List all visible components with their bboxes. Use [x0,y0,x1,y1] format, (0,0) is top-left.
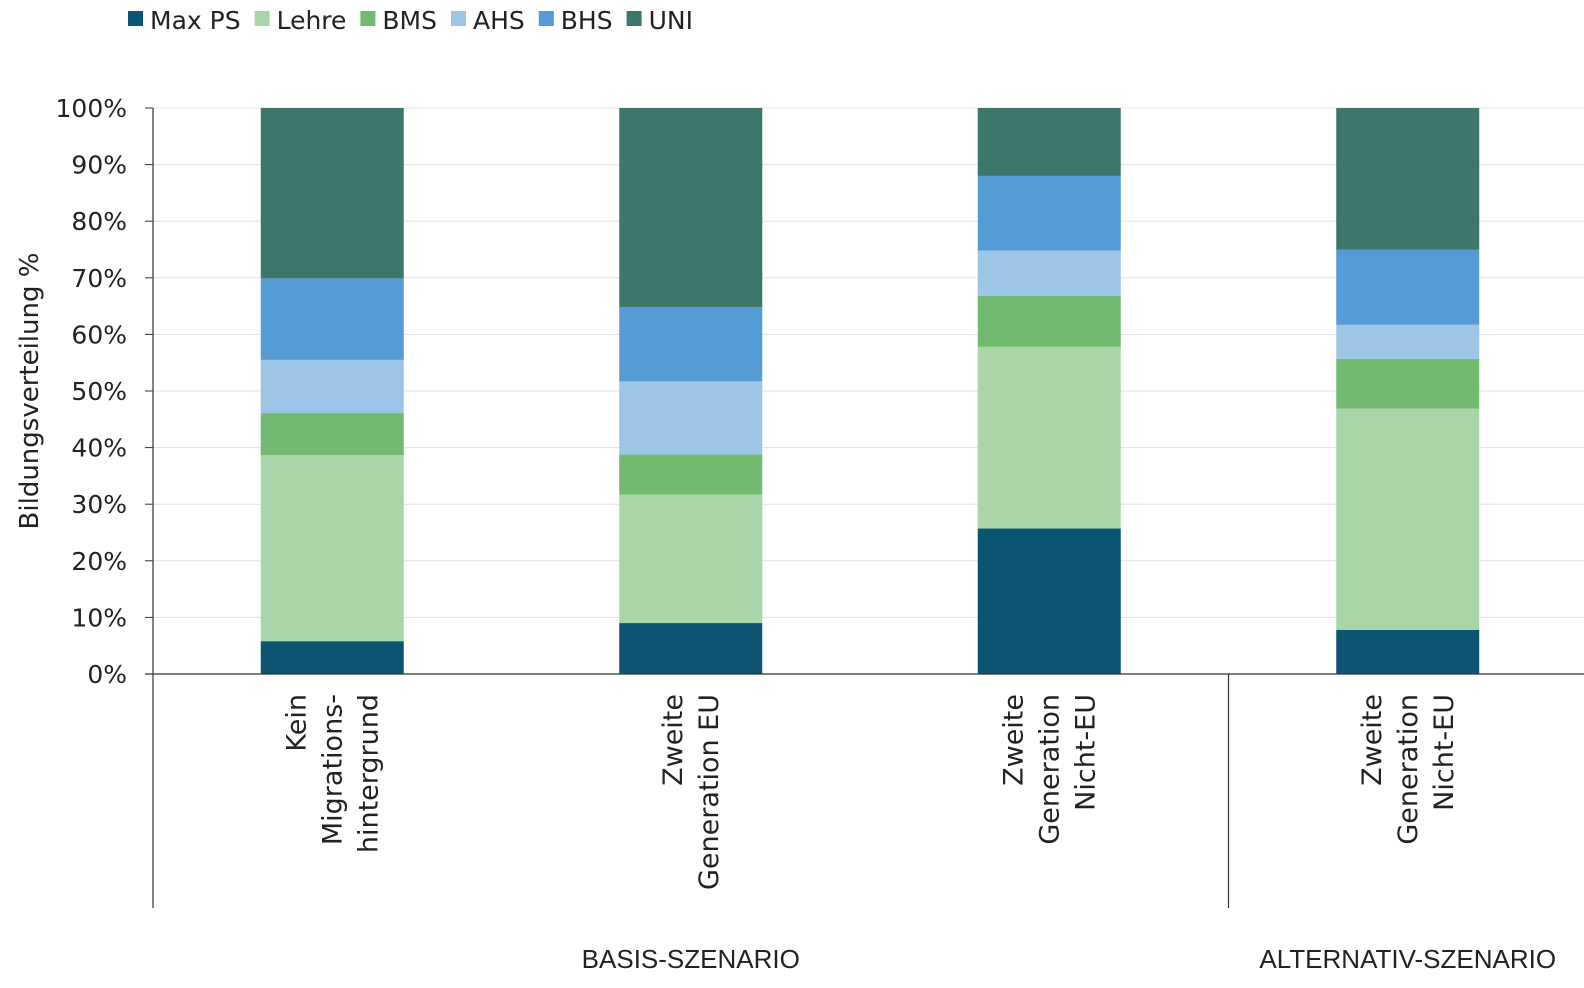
legend-label: BMS [382,6,437,35]
y-tick-label: 10% [71,603,127,632]
x-category-label: Migrations- [317,694,348,845]
bar-segment-ahs [1336,324,1480,359]
bar-segment-bms [1336,358,1480,409]
y-tick-label: 60% [71,320,127,349]
bar-segment-ahs [260,359,404,414]
bar-segment-lehre [260,454,404,642]
bar-segment-bhs [619,307,763,382]
legend-label: AHS [473,6,525,35]
bar-segment-max-ps [619,623,763,674]
y-tick-label: 0% [87,660,127,689]
bar-segment-bhs [260,278,404,360]
legend-label: Lehre [277,6,347,35]
bar-segment-max-ps [977,528,1121,674]
legend-swatch [451,11,466,26]
x-category-label: Generation EU [694,694,725,890]
bar-segment-bms [977,295,1121,347]
group-label: ALTERNATIV-SZENARIO [1259,944,1556,974]
y-tick-label: 20% [71,547,127,576]
bar-segment-bms [260,413,404,455]
x-category-label: Generation [1034,694,1065,845]
legend-swatch [360,11,376,26]
y-axis-title: Bildungsverteilung % [15,253,45,530]
bar-segment-uni [619,108,763,308]
y-tick-label: 100% [56,94,127,123]
bar-segment-bhs [1336,249,1480,325]
x-category-label: Generation [1393,694,1424,845]
y-tick-label: 30% [71,490,127,519]
bar-segment-bms [619,454,763,495]
y-tick-label: 90% [71,151,127,180]
legend-swatch [254,11,270,26]
legend-label: BHS [561,6,613,35]
y-tick-label: 70% [71,264,127,293]
x-category-label: Zweite [1357,694,1388,786]
group-label: BASIS-SZENARIO [582,944,800,974]
y-tick-label: 50% [71,377,127,406]
bar-segment-uni [977,108,1121,176]
legend-swatch [538,11,554,26]
x-category-label: Zweite [998,694,1029,786]
bar-segment-uni [1336,108,1480,250]
y-tick-label: 80% [71,207,127,236]
x-category-label: Nicht-EU [1429,694,1460,811]
legend-swatch [626,11,642,26]
bar-segment-lehre [977,346,1121,529]
x-category-label: Zweite [658,694,689,786]
bar-segment-max-ps [1336,629,1480,674]
x-category-label: hintergrund [353,694,384,853]
x-category-label: Kein [281,694,312,752]
bar-segment-lehre [1336,408,1480,630]
legend-swatch [128,11,143,26]
legend-label: Max PS [150,6,241,35]
bar-segment-ahs [977,250,1121,296]
bar-segment-uni [260,108,404,279]
x-category-label: Nicht-EU [1070,694,1101,811]
y-tick-label: 40% [71,434,127,463]
bar-segment-lehre [619,494,763,624]
bar-segment-ahs [619,381,763,455]
bar-segment-bhs [977,175,1121,251]
bar-segment-max-ps [260,641,404,674]
legend-label: UNI [649,6,693,35]
